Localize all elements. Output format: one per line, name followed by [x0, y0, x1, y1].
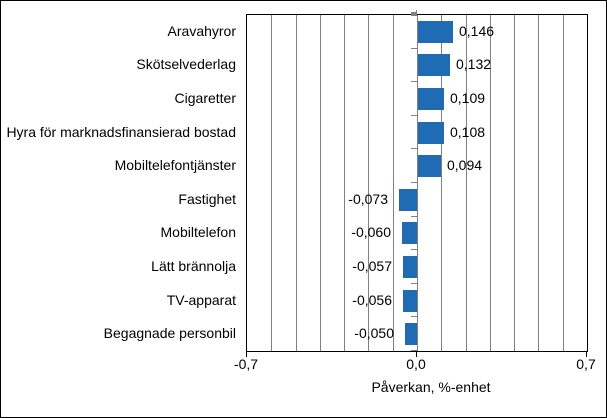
value-label: 0,109	[450, 90, 486, 106]
category-label: Begagnade personbil	[103, 325, 236, 341]
bar	[402, 222, 417, 244]
gridline	[296, 15, 297, 351]
category-label: Hyra för marknadsfinansierad bostad	[6, 124, 236, 140]
gridline	[466, 15, 467, 351]
x-axis-tick	[586, 351, 587, 357]
gridline	[320, 15, 321, 351]
bar	[403, 290, 417, 312]
category-label: Fastighet	[178, 191, 236, 207]
plot-area	[246, 12, 588, 352]
gridline	[271, 15, 272, 351]
value-label: 0,094	[447, 157, 483, 173]
category-label: Aravahyror	[167, 23, 236, 39]
x-axis-title: Påverkan, %-enhet	[371, 379, 491, 395]
category-axis-tick	[411, 81, 417, 82]
bar	[399, 189, 417, 211]
category-axis-tick	[411, 283, 417, 284]
bar	[418, 54, 450, 76]
x-tick-label: 0,0	[406, 356, 426, 372]
gridline	[368, 15, 369, 351]
category-axis-tick	[411, 249, 417, 250]
x-axis-tick	[416, 351, 417, 357]
value-label: -0,056	[352, 292, 392, 308]
value-label: -0,057	[352, 258, 392, 274]
value-label: 0,146	[459, 23, 495, 39]
value-label: -0,050	[354, 325, 394, 341]
bar	[418, 88, 444, 110]
category-axis-tick	[411, 216, 417, 217]
category-axis-tick	[411, 148, 417, 149]
category-axis-tick	[411, 48, 417, 49]
bar	[403, 256, 417, 278]
category-axis-tick	[411, 115, 417, 116]
category-axis-tick	[411, 316, 417, 317]
category-axis-tick	[411, 182, 417, 183]
category-label: Skötselvederlag	[136, 56, 236, 72]
category-label: Cigaretter	[174, 90, 236, 106]
gridline	[490, 15, 491, 351]
value-label: -0,073	[348, 191, 388, 207]
category-label: TV-apparat	[166, 292, 236, 308]
gridline	[344, 15, 345, 351]
category-label: Mobiltelefon	[160, 224, 237, 240]
category-label: Lätt brännolja	[151, 258, 236, 274]
gridline	[563, 15, 564, 351]
x-tick-label: -0,7	[233, 356, 259, 372]
gridline	[441, 15, 442, 351]
category-axis-tick	[411, 350, 417, 351]
bar	[418, 155, 441, 177]
value-label: 0,108	[450, 124, 486, 140]
gridline	[393, 15, 394, 351]
gridline	[417, 15, 418, 351]
x-tick-label: 0,7	[576, 356, 596, 372]
gridline	[514, 15, 515, 351]
bar	[418, 21, 453, 43]
category-label: Mobiltelefontjänster	[114, 157, 236, 173]
value-label: -0,060	[351, 224, 391, 240]
zero-axis-top-tick	[416, 10, 417, 14]
gridline	[538, 15, 539, 351]
bar	[418, 122, 444, 144]
bar	[405, 323, 417, 345]
value-label: 0,132	[456, 56, 492, 72]
x-axis-tick	[246, 351, 247, 357]
category-axis-tick	[411, 12, 417, 16]
